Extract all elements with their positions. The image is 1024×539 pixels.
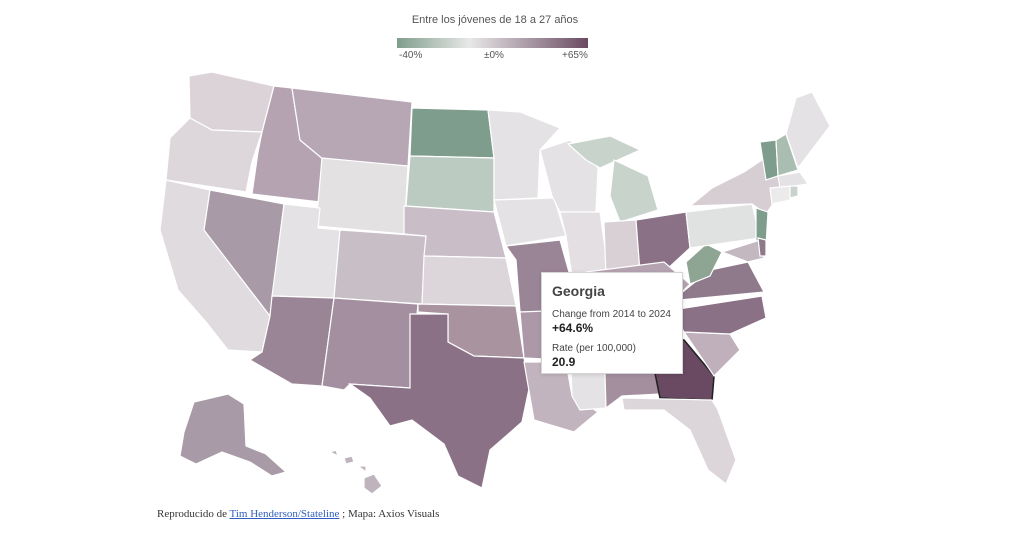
- credit-prefix: Reproducido de: [157, 508, 230, 520]
- state-south-dakota[interactable]: [405, 155, 495, 213]
- tooltip-state-name: Georgia: [552, 283, 605, 299]
- tooltip-rate-label: Rate (per 100,000): [552, 343, 636, 354]
- legend-gradient-bar: [397, 38, 588, 48]
- state-massachusetts[interactable]: [777, 171, 810, 189]
- state-north-dakota[interactable]: [409, 107, 495, 159]
- state-pennsylvania[interactable]: [685, 203, 761, 249]
- tooltip-change-label: Change from 2014 to 2024: [552, 309, 671, 320]
- state-maryland[interactable]: [720, 239, 765, 263]
- legend-min-label: -40%: [399, 50, 423, 61]
- state-north-carolina[interactable]: [671, 295, 767, 335]
- state-west-virginia[interactable]: [685, 243, 723, 285]
- state-oregon[interactable]: [165, 117, 263, 193]
- source-credit: Reproducido de Tim Henderson/Stateline ;…: [157, 508, 439, 520]
- state-wyoming[interactable]: [315, 157, 409, 235]
- tooltip-rate-value: 20.9: [552, 355, 576, 369]
- state-iowa[interactable]: [493, 197, 567, 247]
- state-michigan-upper[interactable]: [566, 135, 642, 169]
- state-rhode-island[interactable]: [789, 185, 799, 199]
- legend-mid-label: ±0%: [484, 50, 504, 61]
- state-minnesota[interactable]: [487, 109, 562, 201]
- state-colorado[interactable]: [333, 229, 427, 305]
- state-hawaii[interactable]: [328, 449, 383, 495]
- state-new-mexico[interactable]: [321, 297, 419, 391]
- state-connecticut[interactable]: [769, 185, 791, 205]
- credit-suffix: ; Mapa: Axios Visuals: [339, 508, 440, 520]
- state-tooltip: Georgia Change from 2014 to 2024 +64.6% …: [541, 272, 683, 374]
- state-ohio[interactable]: [635, 211, 691, 273]
- state-texas[interactable]: [347, 313, 531, 489]
- state-florida[interactable]: [621, 397, 737, 485]
- state-new-hampshire[interactable]: [775, 133, 799, 177]
- legend-max-label: +65%: [562, 50, 588, 61]
- credit-source-link[interactable]: Tim Henderson/Stateline: [229, 508, 340, 520]
- state-washington[interactable]: [188, 71, 275, 133]
- legend-title: Entre los jóvenes de 18 a 27 años: [411, 14, 579, 26]
- state-maine[interactable]: [785, 91, 831, 170]
- tooltip-change-value: +64.6%: [552, 321, 594, 335]
- state-kansas[interactable]: [421, 255, 517, 307]
- state-michigan[interactable]: [609, 159, 659, 223]
- state-alaska[interactable]: [179, 393, 288, 477]
- state-delaware[interactable]: [757, 237, 767, 257]
